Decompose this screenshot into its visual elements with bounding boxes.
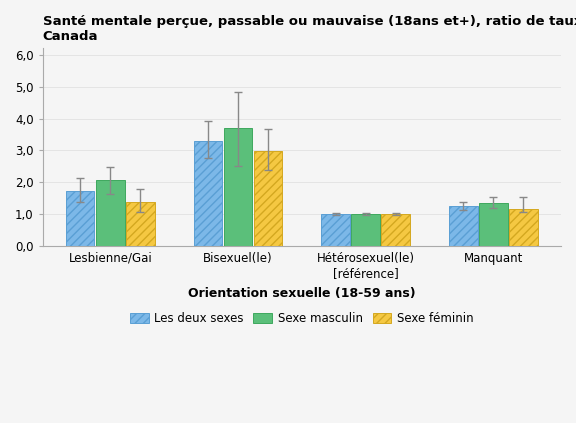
Bar [479,203,507,246]
Bar [509,209,538,246]
Text: Santé mentale perçue, passable ou mauvaise (18ans et+), ratio de taux (RT),
Cana: Santé mentale perçue, passable ou mauvai… [43,15,576,43]
Bar [223,128,252,246]
Bar [96,180,124,246]
X-axis label: Orientation sexuelle (18-59 ans): Orientation sexuelle (18-59 ans) [188,287,416,299]
Bar [351,214,380,246]
Bar [66,191,94,246]
Bar [449,206,478,246]
Legend: Les deux sexes, Sexe masculin, Sexe féminin: Les deux sexes, Sexe masculin, Sexe fémi… [125,308,479,330]
Bar [126,202,154,246]
Bar [381,214,410,246]
Bar [321,214,350,246]
Bar [254,151,282,246]
Bar [194,141,222,246]
